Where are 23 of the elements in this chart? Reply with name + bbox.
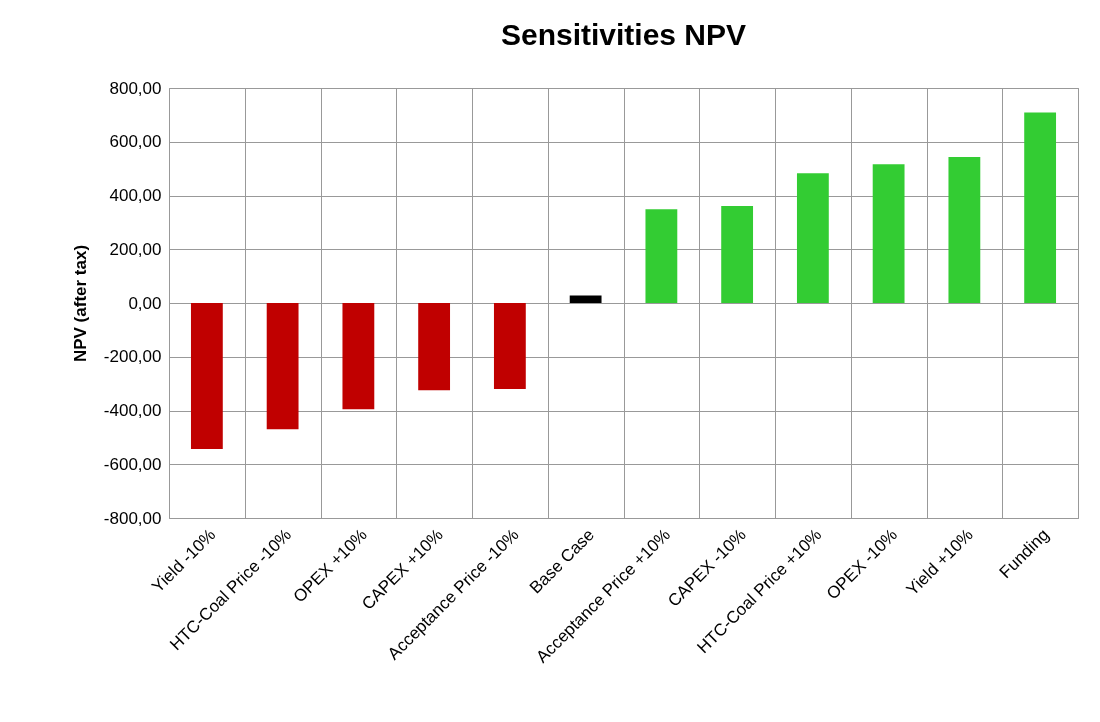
bar	[493, 303, 526, 389]
bar	[1024, 112, 1057, 303]
y-tick-label: 600,00	[109, 132, 162, 152]
y-tick-label: -800,00	[103, 508, 162, 528]
y-tick-label: -200,00	[103, 347, 162, 367]
y-tick-label: 400,00	[109, 186, 162, 205]
y-axis-title: NPV (after tax)	[70, 244, 90, 363]
y-tick-label: 200,00	[109, 239, 162, 259]
bar	[569, 295, 602, 303]
bar	[266, 303, 299, 430]
y-tick-label: 800,00	[109, 78, 162, 98]
y-tick-label: 0,00	[128, 293, 162, 313]
bar	[418, 303, 451, 391]
bar	[872, 164, 905, 303]
bar	[645, 209, 678, 303]
y-tick-label: -400,00	[103, 401, 162, 420]
bar	[342, 303, 375, 410]
bar	[190, 303, 223, 449]
chart-title: Sensitivities NPV	[500, 18, 747, 51]
bar	[796, 173, 829, 303]
bar	[721, 205, 754, 303]
bar	[948, 157, 981, 303]
y-tick-label: -600,00	[103, 454, 162, 474]
